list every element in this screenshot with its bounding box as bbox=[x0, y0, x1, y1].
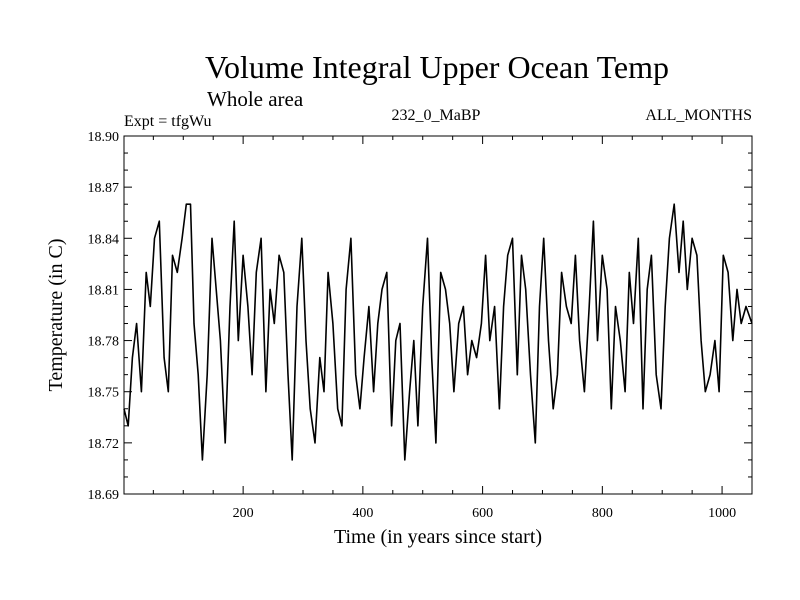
y-tick-label: 18.84 bbox=[88, 232, 120, 247]
y-tick-label: 18.81 bbox=[88, 283, 120, 298]
axis-ticks bbox=[124, 135, 753, 495]
x-tick-label: 200 bbox=[233, 506, 254, 521]
x-tick-label: 400 bbox=[352, 506, 373, 521]
y-tick-label: 18.72 bbox=[88, 437, 120, 452]
y-tick-label: 18.69 bbox=[88, 488, 120, 503]
x-tick-label: 1000 bbox=[708, 506, 736, 521]
x-tick-label: 600 bbox=[472, 506, 493, 521]
axis-tick-labels: 18.69 18.72 18.75 18.78 18.81 18.84 18.87 18.90… bbox=[88, 130, 737, 521]
plot-frame bbox=[123, 135, 753, 495]
y-tick-label: 18.75 bbox=[88, 386, 120, 401]
y-tick-label: 18.90 bbox=[88, 130, 120, 145]
experiment-label: Expt = tfgWu bbox=[124, 113, 211, 130]
x-tick-label: 800 bbox=[592, 506, 613, 521]
chart-title: Volume Integral Upper Ocean Temp bbox=[205, 49, 669, 85]
y-axis-label: Temperature (in C) bbox=[45, 239, 67, 392]
series-line-upper-ocean-temp bbox=[123, 203, 753, 461]
chart-subtitle: Whole area bbox=[207, 87, 304, 111]
y-tick-label: 18.78 bbox=[88, 335, 120, 350]
x-axis-label: Time (in years since start) bbox=[334, 526, 542, 548]
season-label: ALL_MONTHS bbox=[645, 107, 752, 124]
y-tick-label: 18.87 bbox=[88, 181, 120, 196]
run-label: 232_0_MaBP bbox=[392, 107, 481, 124]
